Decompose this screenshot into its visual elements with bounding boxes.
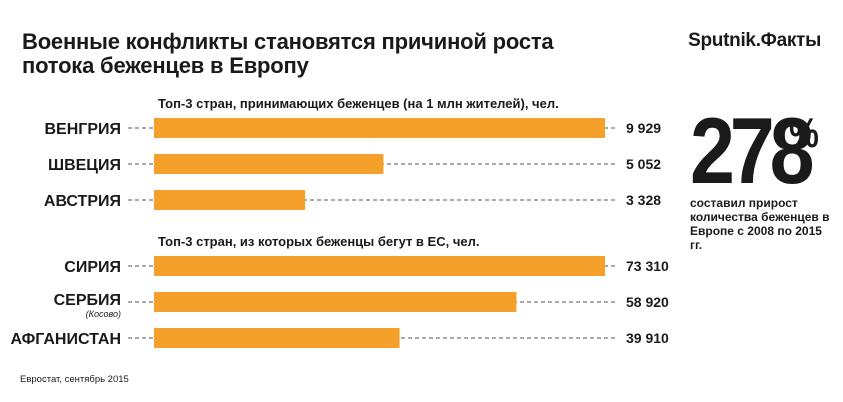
source-note: Евростат, сентябрь 2015: [20, 374, 129, 385]
bar: [154, 190, 306, 210]
highlight-percent-sign: %: [789, 109, 819, 156]
category-label: АВСТРИЯ: [44, 193, 121, 210]
page-title: Военные конфликты становятся причиной ро…: [22, 29, 554, 78]
highlight-number: 278: [690, 98, 815, 203]
chart-title-origin-countries: Топ-3 стран, из которых беженцы бегут в …: [158, 234, 480, 249]
chart-title-host-countries: Топ-3 стран, принимающих беженцев (на 1 …: [158, 96, 559, 111]
value-label: 73 310: [626, 258, 669, 274]
bar: [154, 154, 384, 174]
category-label: ВЕНГРИЯ: [44, 121, 121, 138]
value-label: 9 929: [626, 120, 661, 136]
category-note: (Косово): [86, 309, 121, 319]
value-label: 58 920: [626, 294, 669, 310]
category-label: АФГАНИСТАН: [10, 331, 121, 348]
value-label: 5 052: [626, 156, 661, 172]
bar: [154, 256, 605, 276]
category-label: СЕРБИЯ: [54, 292, 121, 309]
brand-logo: Sputnik.Факты: [688, 30, 821, 51]
category-label: ШВЕЦИЯ: [48, 157, 121, 174]
value-label: 3 328: [626, 192, 661, 208]
bar: [154, 328, 400, 348]
category-label: СИРИЯ: [64, 259, 121, 276]
bar: [154, 118, 605, 138]
highlight-description: составил прирост количества беженцев в Е…: [690, 196, 830, 252]
bar: [154, 292, 517, 312]
value-label: 39 910: [626, 330, 669, 346]
